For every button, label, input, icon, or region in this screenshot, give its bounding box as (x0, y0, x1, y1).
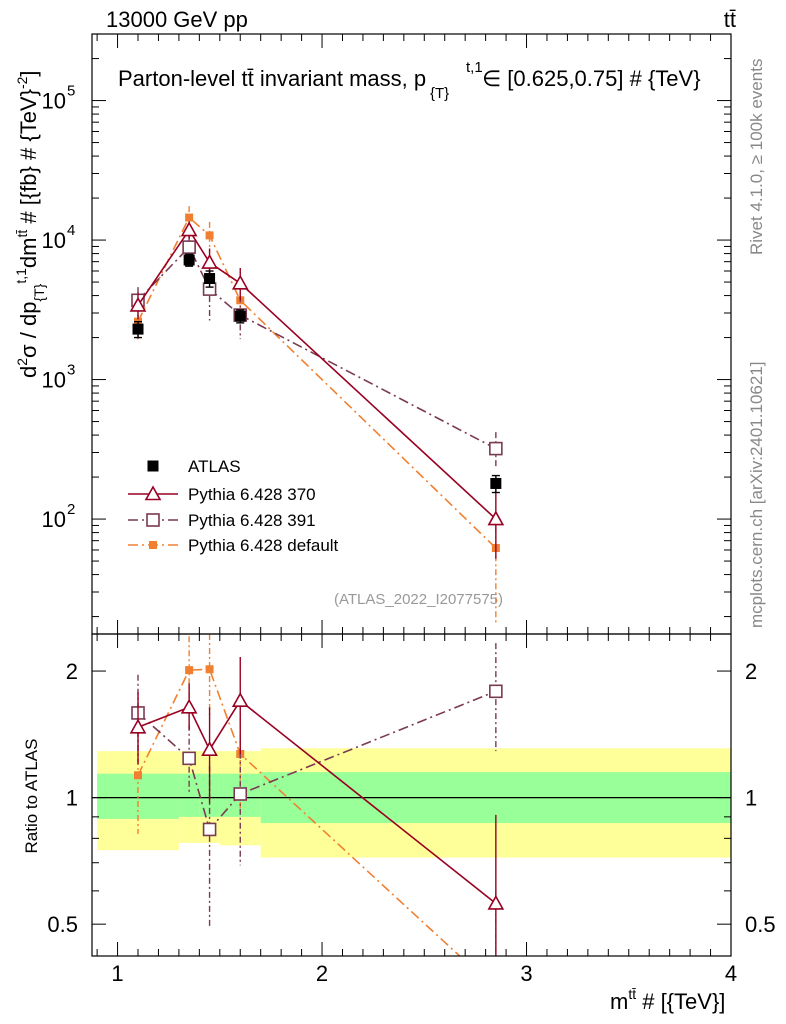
ratio-ytick-label-left: 2 (66, 659, 78, 684)
ratio-point-p370 (231, 692, 249, 708)
ratio-panel: 0.5 0.5 1 1 2 2 1 2 3 4 Ratio to ATLAS mtt̄ # [{TeV… (22, 633, 776, 1014)
main-point-pdefault (185, 213, 194, 222)
svg-text:4: 4 (67, 222, 75, 239)
main-point-atlas (183, 254, 195, 266)
main-ytick-label: 10 3 (42, 362, 76, 393)
legend-item-atlas: ATLAS (147, 457, 241, 476)
ratio-point-p391 (489, 684, 503, 699)
ratio-point-p370 (129, 718, 147, 734)
main-title-sub: {T} (430, 85, 449, 102)
main-series-p370 (129, 221, 505, 559)
ratio-xtick-label: 2 (316, 961, 328, 986)
main-point-p370 (129, 296, 147, 312)
header-left: 13000 GeV pp (106, 7, 248, 32)
ratio-band-inner (178, 773, 200, 817)
svg-text:10: 10 (42, 507, 66, 532)
main-point-p370 (201, 253, 218, 269)
legend-marker-p370 (144, 485, 162, 501)
watermark: (ATLAS_2022_I2077575) (334, 591, 503, 608)
legend-item-p370: Pythia 6.428 370 (128, 485, 316, 504)
legend-item-p391: Pythia 6.428 391 (128, 511, 316, 530)
main-point-p370 (231, 274, 249, 290)
main-ytick-label: 10 5 (42, 83, 76, 114)
legend-marker-atlas (147, 460, 159, 472)
ratio-point-p370 (180, 698, 198, 714)
ratio-point-p391 (182, 751, 196, 766)
main-point-atlas (132, 323, 144, 335)
ratio-ytick-label-left: 1 (66, 786, 78, 811)
ratio-point-p370 (487, 894, 505, 910)
main-point-p391 (489, 441, 503, 456)
legend-label-pdefault: Pythia 6.428 default (188, 536, 339, 555)
main-series-pdefault (134, 206, 500, 623)
main-point-atlas (234, 310, 246, 322)
main-point-p370 (487, 510, 505, 526)
main-title: Parton-level tt̄ invariant mass, p (118, 66, 426, 91)
legend-label-atlas: ATLAS (188, 457, 241, 476)
legend-item-pdefault: Pythia 6.428 default (128, 536, 339, 555)
legend: ATLAS Pythia 6.428 370 Pythia 6.428 391 Pyt… (128, 457, 339, 555)
ratio-point-p391 (202, 822, 217, 837)
svg-text:10: 10 (42, 228, 66, 253)
main-ylabel: d2σ / dp{T}t,1dmtt̄ # [{fb} # {TeV}-2] (13, 70, 47, 378)
main-title-rest: ∈ [0.625,0.75] # {TeV} (482, 66, 701, 91)
main-point-p370 (180, 221, 198, 237)
legend-marker-pdefault (149, 541, 157, 549)
ratio-ytick-label-right: 0.5 (745, 912, 776, 937)
main-ytick-label: 10 2 (42, 501, 76, 532)
svg-text:10: 10 (42, 368, 66, 393)
svg-text:10: 10 (42, 89, 66, 114)
ratio-line-pdefault (137, 668, 461, 956)
ratio-ylabel: Ratio to ATLAS (22, 739, 41, 854)
source-label: mcplots.cern.ch [arXiv:2401.10621] (747, 362, 766, 628)
ratio-point-pdefault (185, 666, 194, 675)
svg-text:5: 5 (67, 83, 75, 100)
legend-marker-p391 (146, 513, 160, 527)
ratio-series-group (129, 634, 505, 956)
xlabel: mtt̄ # [{TeV}] (610, 986, 725, 1014)
main-title-sup: t,1 (466, 59, 483, 76)
legend-label-p391: Pythia 6.428 391 (188, 511, 316, 530)
ratio-ytick-label-right: 2 (745, 659, 757, 684)
header-right: tt̄ (724, 7, 736, 32)
svg-text:2: 2 (67, 501, 75, 518)
main-point-atlas (204, 273, 216, 285)
main-point-p391 (182, 240, 196, 254)
ratio-point-p370 (201, 741, 218, 757)
legend-label-p370: Pythia 6.428 370 (188, 485, 316, 504)
ratio-point-p391 (233, 787, 248, 801)
ratio-xtick-label: 4 (725, 961, 737, 986)
ratio-xtick-label: 3 (520, 961, 532, 986)
main-ytick-label: 10 4 (42, 222, 76, 253)
main-series-p391 (131, 235, 503, 469)
main-point-pdefault (205, 231, 214, 240)
main-line-p391 (137, 245, 497, 450)
main-series-atlas (132, 253, 502, 494)
rivet-label: Rivet 4.1.0, ≥ 100k events (747, 59, 766, 255)
ratio-series-p370 (129, 657, 505, 956)
ratio-ytick-label-right: 1 (745, 786, 757, 811)
ratio-xtick-label: 1 (111, 961, 123, 986)
svg-text:3: 3 (67, 362, 75, 379)
ratio-frame (91, 633, 732, 957)
main-point-atlas (490, 477, 502, 489)
ratio-point-pdefault (205, 665, 214, 674)
ratio-ytick-label-left: 0.5 (47, 912, 78, 937)
ratio-point-pdefault (134, 771, 143, 780)
